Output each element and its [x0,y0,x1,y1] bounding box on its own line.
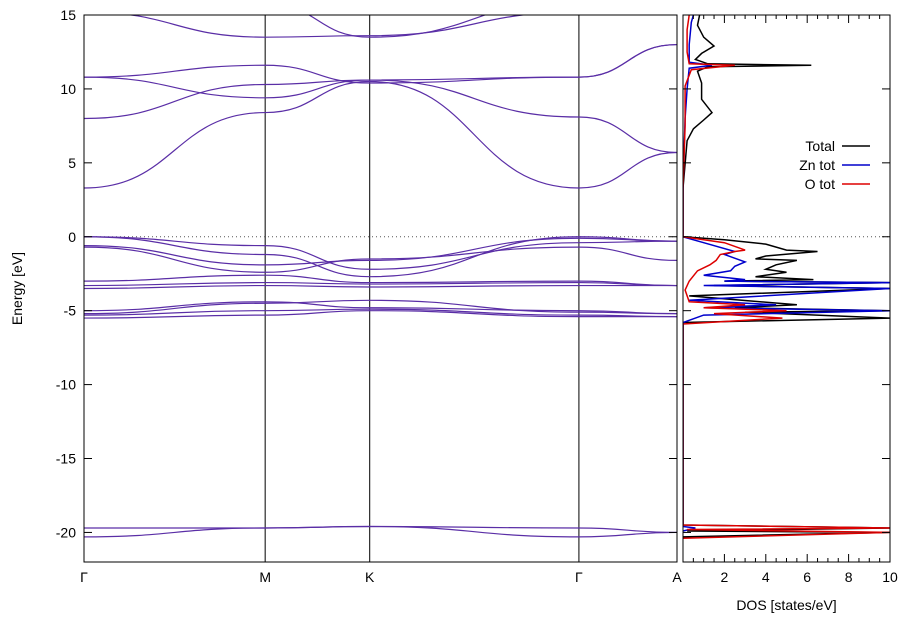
energy-axis-ticks: 15 10 5 0 -5 -10 -15 -20 [56,7,677,540]
band-line [84,308,677,318]
band-line [84,284,677,290]
band-line [84,236,677,278]
dos-panel: 2 4 6 8 10 DOS [states/eV] Total Zn tot O tot [682,14,898,613]
dos-curve [683,15,890,532]
band-line [84,274,677,287]
energy-tick-label: -5 [64,303,77,319]
legend-label: O tot [805,176,835,192]
band-line [84,525,677,534]
dos-tick-label: 4 [762,569,770,585]
band-line [84,43,677,84]
dos-curve [683,15,890,540]
energy-tick-label: -20 [56,524,76,540]
band-line [84,246,677,273]
dos-legend: Total Zn tot O tot [799,138,870,192]
dos-tick-label: 8 [845,569,853,585]
band-line [126,15,529,38]
kpoint-gridlines [264,15,580,562]
band-line [84,310,677,319]
band-structure-panel: 15 10 5 0 -5 -10 -15 -20 Γ M K Γ A Energy [eV] [9,7,682,585]
kpoint-label: Γ [575,569,583,585]
dos-frame [682,14,891,563]
dos-axis-label: DOS [states/eV] [736,597,836,613]
band-structure-frame [83,14,678,563]
kpoint-label: Γ [80,569,88,585]
dos-tick-label: 2 [721,569,729,585]
dos-curve [683,15,890,538]
band-line [307,15,487,38]
band-line [84,237,677,266]
dos-tick-label: 10 [882,569,898,585]
dos-tick-label: 6 [803,569,811,585]
band-line [84,301,677,315]
energy-tick-label: -10 [56,377,76,393]
band-lines [84,15,677,538]
band-line [84,281,677,287]
dos-curves [683,15,890,540]
energy-axis-label: Energy [eV] [9,252,25,325]
energy-tick-label: -15 [56,451,76,467]
kpoint-label: A [672,569,682,585]
kpoint-label: K [365,569,375,585]
energy-tick-label: 5 [68,155,76,171]
legend-label: Total [805,138,835,154]
kpoint-label: M [259,569,271,585]
energy-tick-label: 0 [68,229,76,245]
energy-tick-label: 10 [60,81,76,97]
band-line [84,236,677,270]
band-line [84,80,677,189]
energy-tick-label: 15 [60,7,76,23]
legend-label: Zn tot [799,157,835,173]
dos-axis-ticks: 2 4 6 8 10 [692,15,898,585]
band-line [84,299,677,315]
